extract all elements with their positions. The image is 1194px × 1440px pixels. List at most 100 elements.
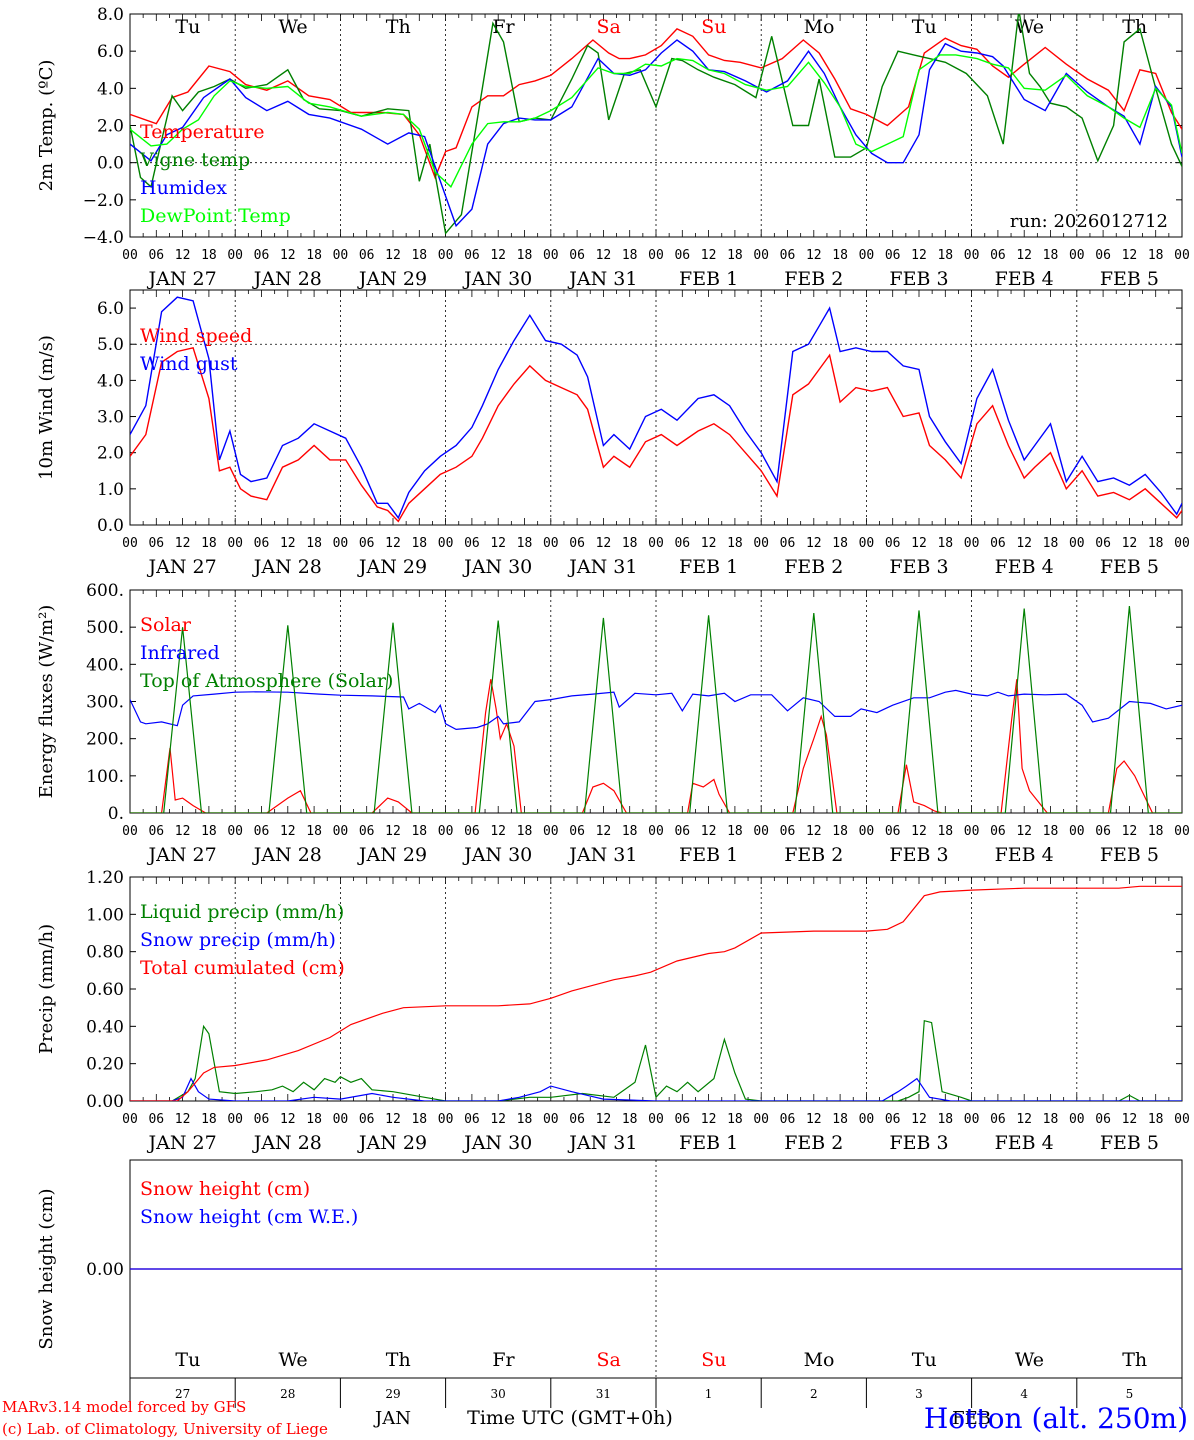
date-label: JAN 27 (147, 268, 217, 290)
hour-tick-label: 18 (1043, 1112, 1059, 1127)
legend-liquid-precip-mm-h: Liquid precip (mm/h) (140, 901, 344, 923)
weekday-label: We (1015, 16, 1044, 38)
y-tick-label: 1.00 (86, 905, 124, 925)
y-tick-label: 5.0 (97, 335, 124, 355)
hour-tick-label: 18 (1043, 824, 1059, 839)
hour-tick-label: 18 (1148, 1112, 1164, 1127)
date-label: FEB 2 (784, 268, 843, 290)
hour-tick-label: 00 (122, 1112, 138, 1127)
date-label: JAN 27 (147, 844, 217, 866)
hour-tick-label: 00 (1069, 824, 1085, 839)
series-line-humidex (130, 39, 1182, 228)
hour-tick-label: 18 (727, 536, 743, 551)
day-number-label: 28 (280, 1387, 295, 1401)
hour-tick-label: 06 (359, 536, 375, 551)
y-axis-label: 10m Wind (m/s) (36, 335, 57, 480)
run-label: run: 2026012712 (1010, 211, 1168, 232)
hour-tick-label: 12 (701, 536, 717, 551)
series-line-vigne-temp (130, 14, 1182, 235)
credit-line-1: MARv3.14 model forced by GFS (2, 1398, 246, 1416)
legend-snow-height-cm-w-e: Snow height (cm W.E.) (140, 1206, 358, 1228)
legend-humidex: Humidex (140, 177, 227, 199)
hour-tick-label: 12 (596, 824, 612, 839)
weekday-label: Th (1122, 1349, 1147, 1371)
hour-tick-label: 00 (543, 824, 559, 839)
hour-tick-label: 06 (885, 824, 901, 839)
weekday-label: We (1015, 1349, 1044, 1371)
hour-tick-label: 00 (964, 1112, 980, 1127)
date-label: FEB 3 (889, 1132, 948, 1154)
hour-tick-label: 18 (517, 824, 533, 839)
date-label: JAN 28 (252, 844, 322, 866)
hour-tick-label: 06 (569, 824, 585, 839)
hour-tick-label: 06 (674, 1112, 690, 1127)
date-label: FEB 2 (784, 844, 843, 866)
hour-tick-label: 00 (753, 248, 769, 263)
weekday-label: Tu (912, 1349, 937, 1371)
date-label: FEB 5 (1100, 844, 1159, 866)
hour-tick-label: 00 (122, 248, 138, 263)
date-label: JAN 29 (357, 268, 427, 290)
hour-tick-label: 00 (543, 1112, 559, 1127)
hour-tick-label: 18 (201, 536, 217, 551)
weekday-label: Mo (804, 1349, 835, 1371)
footer: MARv3.14 model forced by GFS (c) Lab. of… (2, 1398, 1188, 1438)
hour-tick-label: 00 (859, 824, 875, 839)
hour-tick-label: 18 (727, 824, 743, 839)
hour-tick-label: 18 (411, 536, 427, 551)
hour-tick-label: 00 (438, 1112, 454, 1127)
y-tick-label: 1.0 (97, 480, 124, 500)
date-label: JAN 27 (147, 556, 217, 578)
hour-tick-label: 00 (438, 536, 454, 551)
hour-tick-label: 00 (753, 1112, 769, 1127)
hour-tick-label: 06 (780, 536, 796, 551)
hour-tick-label: 00 (1069, 248, 1085, 263)
hour-tick-label: 18 (832, 1112, 848, 1127)
legend-top-of-atmosphere-solar: Top of Atmosphere (Solar) (140, 670, 393, 692)
hour-tick-label: 06 (990, 536, 1006, 551)
y-axis-label: Energy fluxes (W/m²) (36, 605, 57, 799)
y-tick-label: −2.0 (83, 191, 124, 211)
hour-tick-label: 18 (201, 824, 217, 839)
hour-tick-label: 06 (1095, 248, 1111, 263)
y-tick-label: 0.80 (86, 943, 124, 963)
x-minor-ticks (129, 290, 1183, 525)
hour-tick-label: 00 (333, 824, 349, 839)
hour-tick-label: 06 (990, 1112, 1006, 1127)
hour-tick-label: 06 (569, 536, 585, 551)
hour-tick-label: 18 (832, 824, 848, 839)
y-tick-label: 600. (86, 581, 124, 601)
hour-tick-label: 00 (227, 1112, 243, 1127)
hour-tick-label: 18 (832, 248, 848, 263)
hour-tick-label: 00 (1069, 1112, 1085, 1127)
date-label: JAN 28 (252, 1132, 322, 1154)
series-line-solar (130, 679, 1182, 813)
series-line-dewpoint-temp (130, 54, 1182, 188)
hour-tick-label: 00 (543, 536, 559, 551)
hour-tick-label: 00 (753, 536, 769, 551)
hour-tick-label: 12 (1016, 248, 1032, 263)
weekday-label: Th (386, 1349, 411, 1371)
date-label: FEB 4 (995, 556, 1054, 578)
hour-tick-label: 12 (806, 824, 822, 839)
hour-tick-label: 18 (1148, 536, 1164, 551)
hour-tick-label: 00 (438, 824, 454, 839)
panel-4: 0.00 0.20 0.40 0.60 0.80 1.00 1.20 Precip (mm/h… (36, 868, 1190, 1154)
legend-vigne-temp: Vigne temp (139, 149, 250, 171)
date-label: JAN 31 (567, 556, 637, 578)
y-tick-label: 2.0 (97, 444, 124, 464)
hour-tick-label: 06 (674, 824, 690, 839)
hour-tick-label: 12 (280, 1112, 296, 1127)
hour-tick-label: 06 (254, 1112, 270, 1127)
hour-tick-label: 06 (464, 1112, 480, 1127)
date-label: JAN 29 (357, 1132, 427, 1154)
panel-1: −4.0 −2.0 0.0 2.0 4.0 6.0 8.0 2m Temp. (ºC) 00 06… (36, 5, 1190, 290)
hour-tick-label: 18 (1043, 248, 1059, 263)
hour-tick-label: 12 (280, 248, 296, 263)
hour-tick-label: 12 (911, 1112, 927, 1127)
credit-line-2: (c) Lab. of Climatology, University of L… (2, 1420, 328, 1438)
hour-tick-label: 12 (911, 536, 927, 551)
hour-tick-label: 12 (1016, 536, 1032, 551)
y-axis-label: 2m Temp. (ºC) (36, 60, 57, 192)
